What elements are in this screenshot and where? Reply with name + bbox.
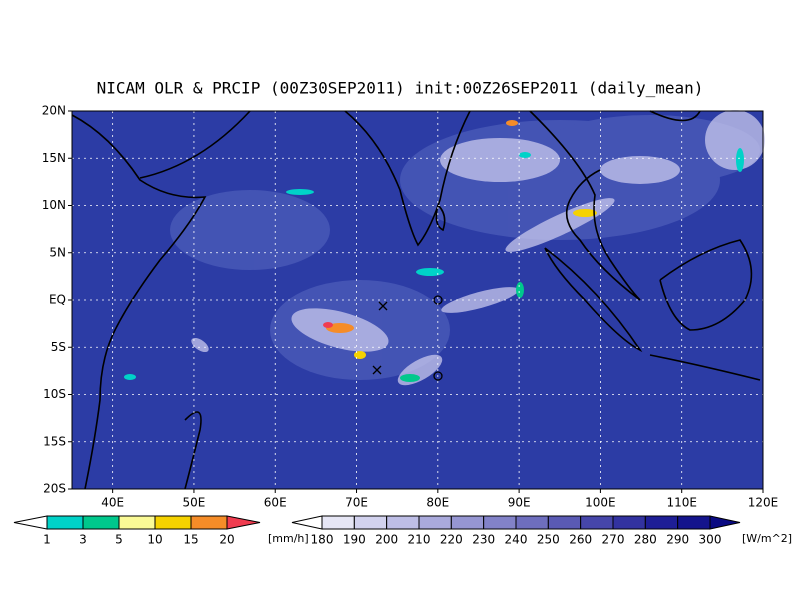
colorbar-label: 180 xyxy=(311,533,334,547)
colorbar-box xyxy=(515,515,549,530)
colorbar-label: 220 xyxy=(440,533,463,547)
colorbar-label: 290 xyxy=(666,533,689,547)
olr-field xyxy=(71,110,765,490)
colorbar-label: 280 xyxy=(634,533,657,547)
colorbar-box xyxy=(547,515,582,530)
x-tick-label: 110E xyxy=(666,496,697,510)
colorbar-box xyxy=(353,515,388,530)
colorbar-box xyxy=(190,515,228,530)
y-tick-label: 20N xyxy=(42,104,66,118)
colorbar-label: 230 xyxy=(472,533,495,547)
x-tick-label: 80E xyxy=(426,496,449,510)
colorbar-unit: [mm/h] xyxy=(268,532,309,545)
y-tick-label: 5S xyxy=(51,340,66,354)
colorbar-box xyxy=(154,515,192,530)
colorbar-label: 10 xyxy=(147,533,162,547)
y-tick-label: EQ xyxy=(49,293,66,307)
colorbar-label: 200 xyxy=(375,533,398,547)
x-tick-label: 100E xyxy=(585,496,616,510)
colorbar-box xyxy=(612,515,646,530)
y-tick-label: 15N xyxy=(42,151,66,165)
colorbar-label: 15 xyxy=(183,533,198,547)
colorbar-box xyxy=(46,515,84,530)
colorbar-triangle xyxy=(226,515,261,530)
colorbar-box xyxy=(450,515,485,530)
x-tick-label: 40E xyxy=(101,496,124,510)
colorbar-label: 5 xyxy=(115,533,123,547)
y-tick-label: 10N xyxy=(42,198,66,212)
colorbar-label: 240 xyxy=(505,533,528,547)
colorbar-label: 270 xyxy=(602,533,625,547)
x-tick-label: 60E xyxy=(264,496,287,510)
colorbar-label: 260 xyxy=(569,533,592,547)
colorbar-box xyxy=(418,515,452,530)
colorbar-unit: [W/m^2] xyxy=(742,532,792,545)
x-tick-label: 70E xyxy=(345,496,368,510)
y-tick-label: 20S xyxy=(43,482,66,496)
y-tick-label: 5N xyxy=(49,245,66,259)
colorbar-label: 3 xyxy=(79,533,87,547)
colorbar-triangle xyxy=(291,515,323,530)
colorbar-box xyxy=(644,515,679,530)
title: NICAM OLR & PRCIP (00Z30SEP2011) init:00… xyxy=(97,79,704,98)
colorbar-label: 1 xyxy=(43,533,51,547)
colorbar-box xyxy=(483,515,517,530)
colorbar-label: 250 xyxy=(537,533,560,547)
colorbar-box xyxy=(82,515,120,530)
x-tick-label: 120E xyxy=(748,496,779,510)
colorbar-triangle xyxy=(13,515,48,530)
colorbar-label: 210 xyxy=(408,533,431,547)
x-tick-label: 90E xyxy=(508,496,531,510)
colorbar-label: 190 xyxy=(343,533,366,547)
colorbar-label: 20 xyxy=(219,533,234,547)
colorbar-box xyxy=(321,515,355,530)
colorbar-box xyxy=(118,515,156,530)
colorbar-label: 300 xyxy=(699,533,722,547)
colorbar-box xyxy=(580,515,614,530)
colorbar-box xyxy=(677,515,711,530)
x-tick-label: 50E xyxy=(183,496,206,510)
colorbar-triangle xyxy=(709,515,741,530)
y-tick-label: 15S xyxy=(43,434,66,448)
colorbar-box xyxy=(386,515,420,530)
y-tick-label: 10S xyxy=(43,387,66,401)
